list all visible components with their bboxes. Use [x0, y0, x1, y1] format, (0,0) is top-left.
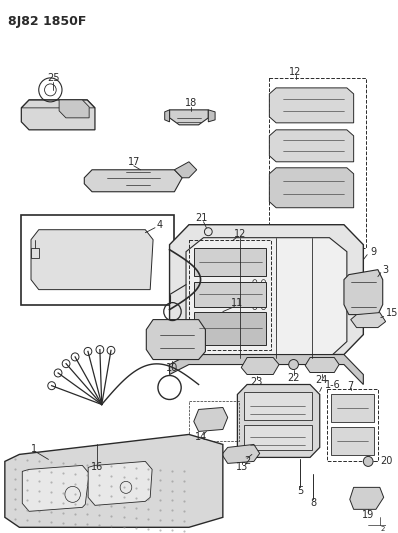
Circle shape	[363, 456, 373, 466]
Polygon shape	[241, 358, 279, 375]
Polygon shape	[174, 162, 197, 178]
Text: 22: 22	[287, 373, 300, 383]
Polygon shape	[170, 354, 363, 384]
Text: 12: 12	[289, 67, 302, 77]
Polygon shape	[31, 230, 153, 289]
Polygon shape	[351, 312, 386, 328]
Text: 7: 7	[347, 381, 354, 391]
Polygon shape	[5, 434, 223, 527]
Polygon shape	[186, 238, 347, 358]
Text: 15: 15	[386, 308, 398, 318]
Polygon shape	[208, 110, 215, 122]
Text: 21: 21	[195, 213, 208, 223]
Bar	[189, 240, 271, 350]
Circle shape	[289, 360, 298, 369]
Polygon shape	[22, 465, 89, 511]
Text: 23: 23	[251, 376, 263, 386]
Polygon shape	[170, 225, 363, 354]
Polygon shape	[237, 384, 320, 457]
Bar	[21, 215, 174, 304]
Text: 25: 25	[47, 73, 60, 83]
Polygon shape	[269, 88, 354, 123]
Text: 1-6: 1-6	[325, 379, 340, 390]
Polygon shape	[222, 445, 259, 463]
Bar	[194, 248, 266, 276]
Polygon shape	[165, 110, 170, 122]
Polygon shape	[344, 270, 383, 314]
Polygon shape	[88, 462, 152, 505]
Polygon shape	[84, 170, 182, 192]
Bar	[332, 427, 374, 455]
Text: 19: 19	[362, 510, 374, 520]
Text: 14: 14	[195, 432, 208, 442]
Text: 1: 1	[31, 445, 37, 455]
Text: 8: 8	[310, 498, 316, 508]
Polygon shape	[269, 168, 354, 208]
Text: 10: 10	[166, 362, 179, 373]
Text: 8J82 1850F: 8J82 1850F	[8, 15, 86, 28]
Text: 3: 3	[383, 265, 389, 274]
Bar	[244, 425, 312, 450]
Polygon shape	[21, 100, 95, 130]
Polygon shape	[170, 110, 208, 125]
Bar	[194, 312, 266, 344]
Text: 2: 2	[244, 456, 250, 466]
Text: 5: 5	[297, 487, 304, 496]
Bar	[194, 281, 266, 306]
Text: 2: 2	[381, 526, 385, 532]
Text: 9: 9	[370, 247, 376, 257]
Text: 20: 20	[380, 456, 392, 466]
Text: 16: 16	[91, 463, 103, 472]
Polygon shape	[194, 407, 228, 431]
Bar	[328, 390, 378, 462]
Bar	[332, 394, 374, 423]
Polygon shape	[269, 130, 354, 162]
Bar	[189, 401, 239, 441]
Text: 13: 13	[236, 463, 248, 472]
Text: 12: 12	[234, 229, 246, 239]
Text: 18: 18	[185, 98, 197, 108]
Polygon shape	[59, 100, 89, 118]
Polygon shape	[146, 320, 205, 360]
Text: 11: 11	[231, 297, 244, 308]
Text: 17: 17	[127, 157, 140, 167]
Text: 4: 4	[157, 220, 163, 230]
Polygon shape	[305, 358, 339, 373]
Text: 24: 24	[316, 375, 328, 384]
Bar	[269, 78, 366, 248]
Bar	[244, 392, 312, 421]
Polygon shape	[350, 487, 384, 510]
